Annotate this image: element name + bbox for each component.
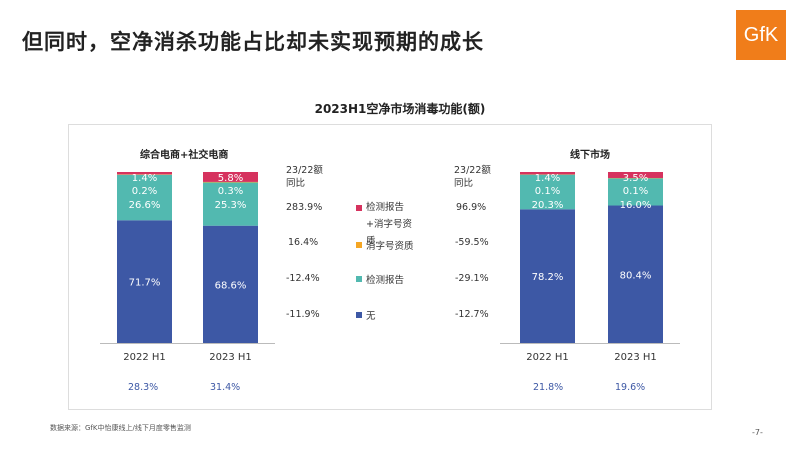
legend-label: 检测报告	[366, 275, 405, 286]
legend-swatch	[356, 205, 362, 211]
data-label-both: 1.4%	[535, 173, 560, 184]
yoy-offline-2: -29.1%	[455, 273, 489, 284]
yoy-online-2: -12.4%	[286, 273, 320, 284]
data-label-report: 25.3%	[215, 200, 247, 211]
data-source: 数据来源：GfK中怡康线上/线下月度零售监测	[50, 424, 191, 432]
x-tick-label: 2023 H1	[614, 352, 657, 363]
bar-segment-0	[520, 209, 575, 343]
legend-swatch	[356, 312, 362, 318]
bar-segment-2	[203, 181, 258, 183]
page-number: -7-	[752, 428, 763, 437]
legend-label: 无	[366, 311, 376, 322]
legend-label: 检测报告+消字号资质	[366, 202, 412, 247]
data-label-report: 20.3%	[532, 200, 564, 211]
yoy-header-online: 23/22额同比	[286, 165, 323, 189]
bar-segment-1	[117, 174, 172, 221]
data-label-license: 0.2%	[132, 186, 157, 197]
legend-swatch	[356, 276, 362, 282]
data-label-report: 16.0%	[620, 200, 652, 211]
legend-item-report: 检测报告	[356, 272, 404, 286]
chart-frame	[68, 124, 712, 410]
yoy-offline-3: -12.7%	[455, 309, 489, 320]
data-label-both: 5.8%	[218, 173, 243, 184]
yoy-online-3: -11.9%	[286, 309, 320, 320]
chart-title: 2023H1空净市场消毒功能(额)	[314, 102, 486, 116]
share-offline-2023: 19.6%	[615, 382, 646, 393]
data-label-license: 0.1%	[623, 186, 648, 197]
data-label-license: 0.1%	[535, 186, 560, 197]
x-tick-label: 2022 H1	[526, 352, 569, 363]
legend-label: 消字号资质	[366, 241, 414, 252]
bar-segment-1	[203, 182, 258, 226]
bar-segment-0	[608, 205, 663, 343]
slide-title: 但同时，空净消杀功能占比却未实现预期的成长	[22, 30, 484, 54]
x-tick-label: 2023 H1	[209, 352, 252, 363]
panel-title-offline: 线下市场	[570, 150, 610, 161]
legend-item-none: 无	[356, 308, 376, 322]
data-label-both: 1.4%	[132, 173, 157, 184]
bar-segment-3	[520, 172, 575, 175]
share-offline-2022: 21.8%	[533, 382, 564, 393]
bar-segment-3	[117, 172, 172, 175]
yoy-online-1: 16.4%	[288, 237, 319, 248]
data-label-none: 71.7%	[129, 278, 161, 289]
panel-title-online: 综合电商+社交电商	[140, 150, 229, 161]
data-label-both: 3.5%	[623, 173, 648, 184]
yoy-header-offline: 23/22额同比	[454, 165, 491, 189]
share-online-2022: 28.3%	[128, 382, 159, 393]
data-label-none: 80.4%	[620, 270, 652, 281]
legend-item-license: 消字号资质	[356, 238, 414, 252]
bar-segment-1	[608, 178, 663, 206]
data-label-none: 78.2%	[532, 272, 564, 283]
legend-item-both: 检测报告+消字号资质	[356, 199, 418, 250]
data-label-license: 0.3%	[218, 186, 243, 197]
bar-segment-3	[203, 172, 258, 182]
yoy-online-0: 283.9%	[286, 202, 323, 213]
data-label-none: 68.6%	[215, 280, 247, 291]
bar-segment-0	[117, 220, 172, 343]
bar-segment-1	[520, 174, 575, 210]
data-label-report: 26.6%	[129, 200, 161, 211]
yoy-offline-0: 96.9%	[456, 202, 487, 213]
gfk-logo: GfK	[736, 10, 786, 60]
x-tick-label: 2022 H1	[123, 352, 166, 363]
share-online-2023: 31.4%	[210, 382, 241, 393]
legend-swatch	[356, 242, 362, 248]
yoy-offline-1: -59.5%	[455, 237, 489, 248]
bar-segment-0	[203, 225, 258, 343]
bar-segment-3	[608, 172, 663, 178]
